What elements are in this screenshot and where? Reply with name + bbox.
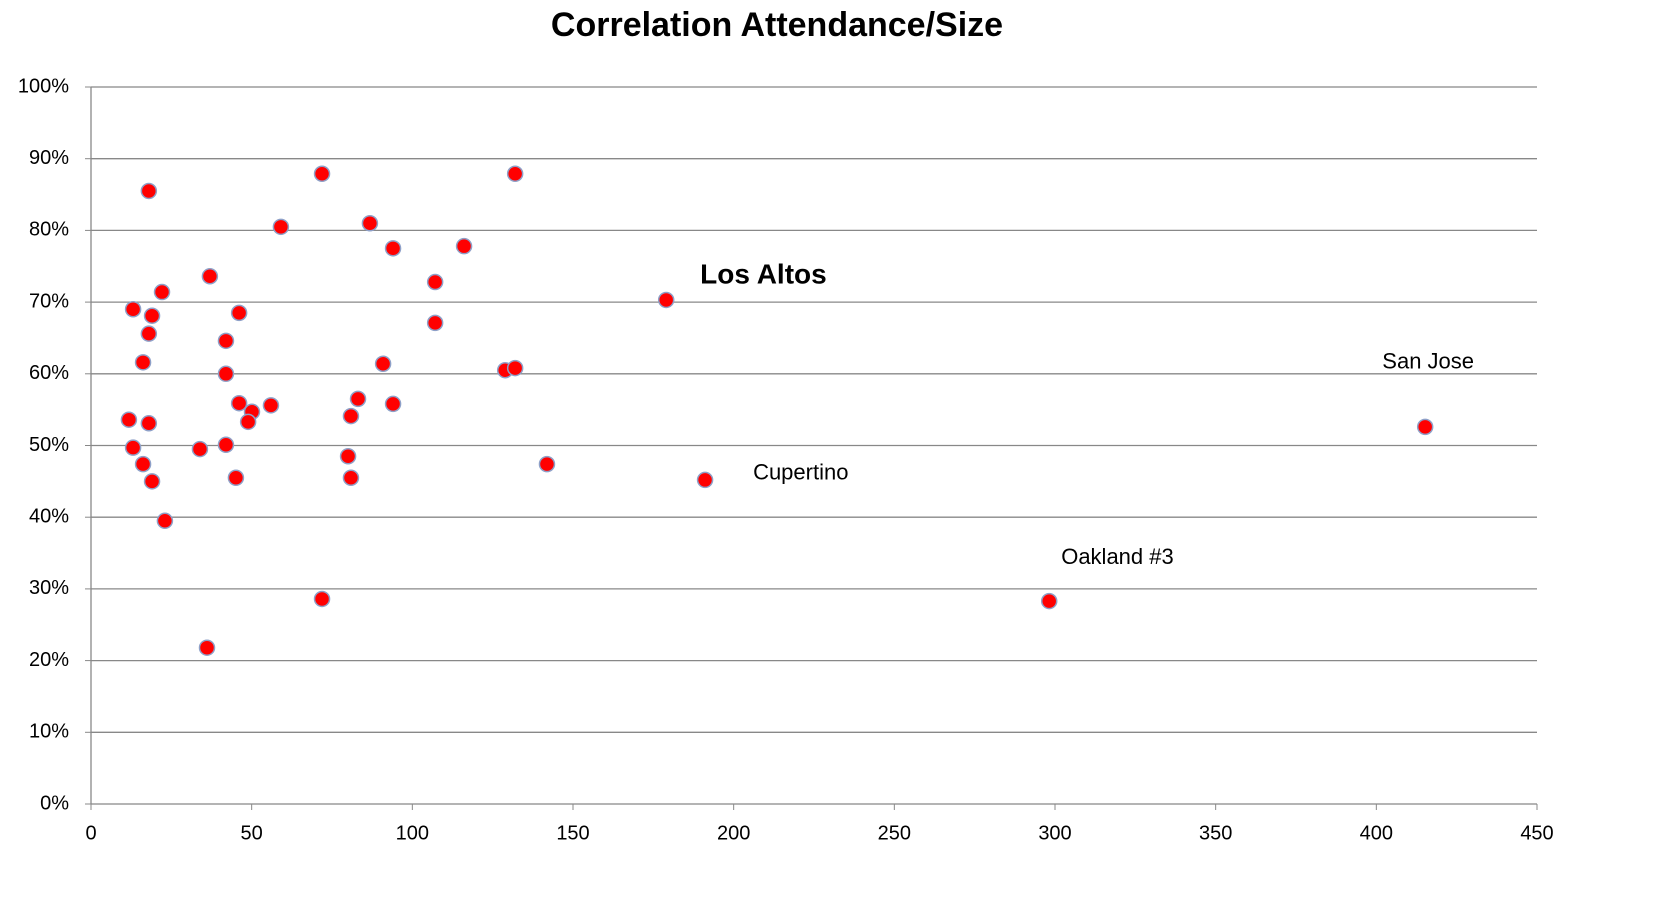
- point: [349, 390, 367, 408]
- y-tick-label: 0%: [40, 792, 69, 814]
- point: [426, 273, 444, 291]
- point: [198, 639, 216, 656]
- y-tick-label: 40%: [29, 505, 69, 527]
- point: [506, 165, 524, 183]
- y-tick-label: 10%: [29, 721, 69, 743]
- point: [140, 182, 158, 200]
- point: [696, 471, 714, 489]
- annotation: Oakland #3: [1061, 544, 1174, 569]
- annotation: Cupertino: [753, 460, 848, 485]
- point: [1416, 418, 1434, 436]
- point: [134, 455, 152, 473]
- point: [230, 304, 248, 322]
- y-tick-label: 30%: [29, 577, 69, 599]
- y-tick-label: 90%: [29, 147, 69, 169]
- point: [361, 214, 379, 232]
- y-tick-label: 20%: [29, 649, 69, 671]
- annotation: Los Altos: [700, 258, 827, 289]
- point: [657, 291, 675, 309]
- point: [506, 359, 524, 377]
- point: [384, 395, 402, 413]
- point: [272, 218, 290, 236]
- point: [426, 314, 444, 332]
- point: [374, 355, 392, 373]
- x-tick-label: 150: [556, 822, 589, 844]
- x-tick-label: 450: [1520, 822, 1553, 844]
- annotation: San Jose: [1382, 349, 1474, 374]
- chart-title: Correlation Attendance/Size: [551, 6, 1003, 44]
- point: [227, 469, 245, 487]
- x-tick-label: 400: [1360, 822, 1393, 844]
- point: [217, 436, 235, 454]
- point: [1040, 592, 1058, 610]
- point: [143, 307, 161, 324]
- x-tick-label: 200: [717, 822, 750, 844]
- point: [217, 365, 235, 383]
- point: [140, 325, 158, 342]
- point: [153, 283, 171, 301]
- point: [124, 301, 142, 318]
- point: [143, 473, 161, 490]
- point: [313, 590, 331, 608]
- point: [342, 407, 360, 425]
- point: [342, 469, 360, 487]
- point: [156, 512, 174, 530]
- point: [339, 448, 357, 465]
- x-tick-label: 300: [1038, 822, 1071, 844]
- point: [140, 415, 158, 432]
- point: [384, 240, 402, 257]
- y-tick-label: 50%: [29, 434, 69, 456]
- point: [134, 354, 152, 371]
- point: [262, 397, 280, 414]
- y-tick-label: 100%: [18, 75, 69, 97]
- y-tick-label: 70%: [29, 290, 69, 312]
- point: [455, 237, 473, 255]
- x-tick-label: 0: [85, 822, 96, 844]
- point: [191, 440, 209, 458]
- point: [239, 413, 257, 431]
- y-tick-label: 60%: [29, 362, 69, 384]
- point: [217, 332, 235, 350]
- y-tick-label: 80%: [29, 219, 69, 241]
- point: [538, 455, 556, 473]
- point: [201, 268, 219, 285]
- x-tick-label: 50: [241, 822, 263, 844]
- x-tick-label: 250: [878, 822, 911, 844]
- x-tick-label: 100: [396, 822, 429, 844]
- x-tick-label: 350: [1199, 822, 1232, 844]
- point: [230, 394, 248, 412]
- point: [124, 439, 142, 456]
- point: [313, 165, 331, 183]
- point: [120, 411, 138, 428]
